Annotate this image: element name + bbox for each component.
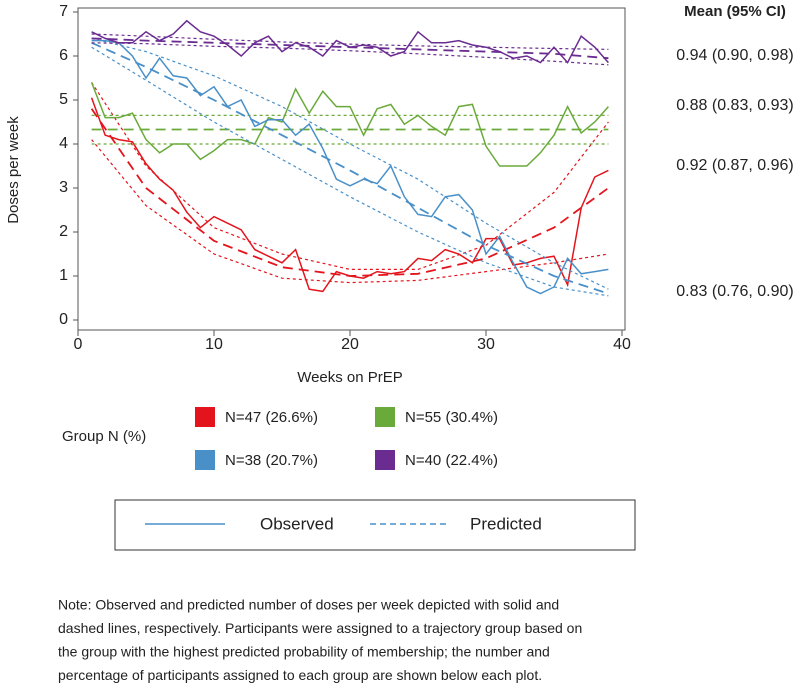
- note: Note: Observed and predicted number of d…: [58, 597, 582, 684]
- predicted-line: [91, 41, 609, 295]
- observed-line: [91, 19, 609, 64]
- y-tick-label: 2: [59, 223, 68, 240]
- y-tick-label: 5: [59, 91, 68, 108]
- x-tick-label: 20: [341, 336, 359, 353]
- ci-upper: [91, 33, 609, 50]
- predicted-line: [90, 108, 609, 277]
- y-tick-label: 6: [59, 47, 68, 64]
- legend-title: Group N (%): [62, 428, 146, 445]
- note-line: percentage of participants assigned to e…: [58, 667, 542, 683]
- y-tick-label: 1: [59, 267, 68, 284]
- y-tick-label: 7: [59, 3, 68, 20]
- observed-line: [91, 39, 609, 295]
- legend-swatch: [195, 407, 215, 427]
- x-axis-label: Weeks on PrEP: [297, 369, 403, 386]
- legend-swatch: [195, 450, 215, 470]
- x-tick-label: 30: [477, 336, 495, 353]
- ci-upper: [91, 82, 609, 270]
- note-line: dashed lines, respectively. Participants…: [58, 620, 582, 636]
- note-line: Note: Observed and predicted number of d…: [58, 597, 559, 613]
- mean-ci-label: 0.88 (0.83, 0.93): [676, 97, 793, 114]
- observed-line: [90, 97, 609, 293]
- ci-lower: [91, 42, 609, 66]
- x-tick-label: 10: [205, 336, 223, 353]
- legend-swatch: [375, 450, 395, 470]
- y-axis-label: Doses per week: [5, 116, 22, 224]
- y-tick-label: 3: [59, 179, 68, 196]
- mean-ci-label: 0.92 (0.87, 0.96): [676, 157, 793, 174]
- legend-label: N=38 (20.7%): [225, 452, 318, 469]
- legend-swatch: [375, 407, 395, 427]
- ci-header: Mean (95% CI): [684, 3, 786, 20]
- x-tick-label: 0: [74, 336, 83, 353]
- y-tick-label: 4: [59, 135, 68, 152]
- x-tick-label: 40: [613, 336, 631, 353]
- observed-line: [90, 82, 609, 167]
- mean-ci-label: 0.94 (0.90, 0.98): [676, 47, 793, 64]
- predicted-label: Predicted: [470, 514, 542, 533]
- legend-label: N=55 (30.4%): [405, 409, 498, 426]
- plot-frame: [77, 7, 626, 331]
- note-line: the group with the highest predicted pro…: [58, 644, 550, 660]
- style-legend-box: [114, 499, 636, 551]
- mean-ci-label: 0.83 (0.76, 0.90): [676, 283, 793, 300]
- legend-label: N=47 (26.6%): [225, 409, 318, 426]
- legend-label: N=40 (22.4%): [405, 452, 498, 469]
- y-tick-label: 0: [59, 311, 68, 328]
- ci-lower: [91, 46, 609, 297]
- ci-upper: [91, 37, 609, 290]
- observed-label: Observed: [260, 514, 334, 533]
